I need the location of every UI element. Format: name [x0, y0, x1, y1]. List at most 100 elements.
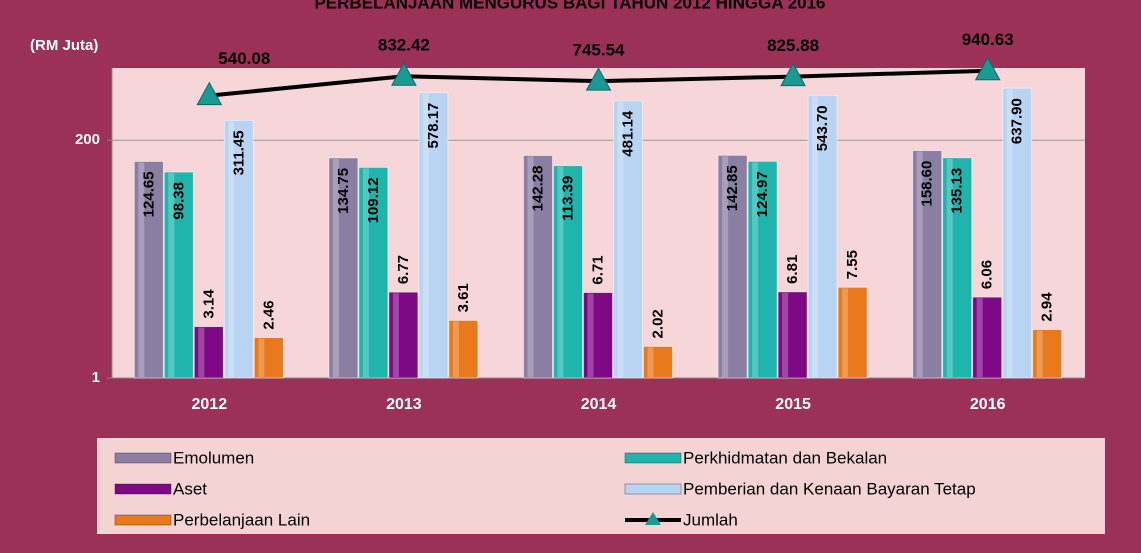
legend-label: Pemberian dan Kenaan Bayaran Tetap	[683, 479, 976, 498]
legend-marker	[645, 512, 661, 525]
legend-label: Jumlah	[683, 510, 738, 529]
bar	[253, 337, 284, 379]
data-label: 134.75	[335, 168, 352, 214]
bar	[807, 94, 838, 379]
y-tick-label: 1	[92, 369, 100, 386]
legend-swatch	[624, 483, 682, 495]
bar	[972, 296, 1003, 379]
data-label: 832.42	[378, 36, 430, 55]
x-tick-label: 2014	[581, 396, 617, 413]
data-label: 98.38	[170, 182, 187, 220]
data-label: 124.97	[754, 171, 771, 217]
data-label: 6.06	[979, 260, 996, 289]
bar	[942, 157, 973, 379]
x-tick-label: 2012	[192, 396, 228, 413]
x-tick-label: 2013	[386, 396, 422, 413]
data-label: 124.65	[140, 171, 157, 217]
bar	[837, 286, 868, 379]
line-marker	[585, 67, 612, 91]
bar	[328, 157, 359, 379]
data-label: 825.88	[767, 36, 819, 55]
bar-shine	[1036, 330, 1043, 377]
legend-label: Perkhidmatan dan Bekalan	[683, 448, 887, 467]
bar-shine	[946, 158, 953, 377]
bar	[643, 346, 673, 379]
bar-shine	[842, 288, 849, 377]
bar-shine	[722, 156, 729, 377]
legend-label: Emolumen	[173, 448, 254, 467]
data-label: 2.02	[649, 309, 666, 338]
bar	[1002, 87, 1033, 379]
bar-shine	[168, 173, 175, 377]
bar-shine	[812, 96, 819, 378]
bar	[418, 92, 449, 379]
data-label: 3.14	[200, 289, 217, 319]
y-tick-label: 200	[75, 131, 100, 148]
bar-shine	[916, 151, 923, 377]
line-marker	[391, 62, 417, 86]
data-label: 2.94	[1039, 292, 1056, 322]
legend-label: Perbelanjaan Lain	[173, 510, 310, 529]
legend-box	[97, 438, 1105, 534]
data-label: 135.13	[949, 168, 966, 214]
bar	[448, 319, 479, 379]
bar	[133, 161, 164, 379]
data-label: 113.39	[559, 176, 576, 221]
bar-shine	[362, 168, 369, 377]
bar-shine	[228, 121, 235, 377]
data-label: 109.12	[365, 177, 382, 223]
bar	[747, 160, 778, 379]
bar-shine	[587, 293, 594, 377]
y-axis-label: (RM Juta)	[30, 37, 98, 54]
bar	[912, 150, 943, 379]
legend-label: Aset	[173, 479, 207, 498]
data-label: 940.63	[962, 30, 1014, 49]
data-label: 543.70	[814, 105, 831, 151]
data-label: 745.54	[573, 41, 626, 60]
legend-swatch	[114, 514, 172, 526]
bar-shine	[557, 166, 564, 377]
bar-shine	[422, 93, 429, 378]
data-label: 481.14	[619, 110, 636, 157]
x-tick-label: 2015	[775, 396, 811, 413]
data-label: 6.77	[395, 255, 412, 284]
bar-shine	[617, 101, 624, 378]
data-label: 142.28	[529, 166, 546, 212]
bar	[388, 291, 419, 379]
data-label: 3.61	[455, 283, 472, 312]
data-label: 578.17	[425, 103, 442, 149]
bar	[717, 154, 748, 379]
bar-shine	[782, 292, 789, 377]
data-label: 2.46	[260, 300, 277, 329]
data-label: 158.60	[919, 161, 936, 207]
x-tick-label: 2016	[970, 396, 1006, 413]
bar-shine	[392, 293, 399, 377]
data-label: 540.08	[218, 49, 270, 68]
bar	[523, 155, 553, 379]
data-label: 6.71	[589, 255, 606, 284]
bar	[553, 165, 583, 379]
bar	[777, 291, 808, 379]
data-label: 311.45	[230, 130, 247, 175]
data-label: 7.55	[844, 250, 861, 279]
data-label: 637.90	[1009, 98, 1026, 144]
bar	[163, 171, 194, 379]
bar	[613, 100, 643, 379]
data-label: 142.85	[724, 165, 741, 211]
line-marker	[780, 62, 806, 87]
bar-shine	[527, 156, 534, 377]
bar-shine	[976, 298, 983, 377]
bar	[193, 326, 224, 379]
bar	[358, 167, 389, 379]
bar-shine	[647, 347, 654, 377]
bar	[223, 119, 254, 379]
bar-shine	[138, 162, 145, 377]
legend-swatch	[114, 483, 172, 495]
bar-shine	[752, 162, 759, 377]
bar-shine	[258, 338, 265, 377]
line-marker	[974, 56, 1001, 81]
data-label: 6.81	[784, 255, 801, 284]
bar-shine	[1006, 89, 1013, 377]
legend-swatch	[624, 452, 682, 464]
